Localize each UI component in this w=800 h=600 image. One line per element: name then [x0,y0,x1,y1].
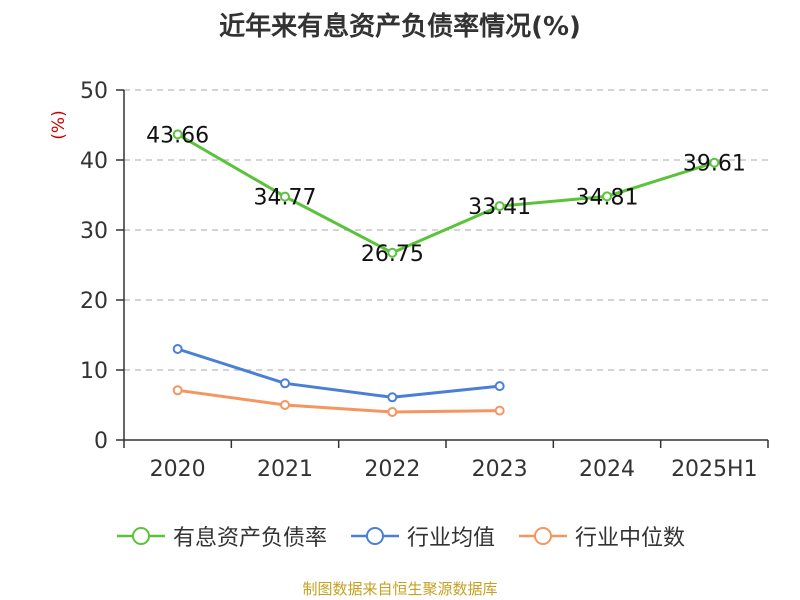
legend-label-series-1: 有息资产负债率 [172,526,327,551]
series-2-point [172,344,183,354]
x-tick-label: 2021 [257,457,313,482]
series-1-line [176,133,715,255]
series-3-point [387,407,398,417]
y-tick-label: 50 [80,79,108,104]
legend-item-series-3[interactable]: 行业中位数 [517,520,685,552]
y-axis-unit-label: (%) [49,110,69,139]
data-label: 39.61 [683,152,746,177]
legend-series-3-icon [519,527,567,545]
y-tick-label: 20 [80,289,108,314]
y-tick-label: 30 [80,219,108,244]
series-1-point [602,191,612,202]
legend-label-series-3: 行业中位数 [575,526,686,551]
x-tick-label: 2023 [472,457,528,482]
data-label: 34.77 [254,186,317,211]
y-tick-label: 0 [94,429,108,454]
series-2-point [494,381,505,392]
data-label: 34.81 [576,185,639,210]
series-3-point [172,385,183,396]
series-2-point [387,392,398,403]
series-lines [172,129,720,417]
series-3-point [494,405,505,416]
source-note: 制图数据来自恒生聚源数据库 [302,580,498,598]
series-1-point [709,157,720,168]
x-tick-label: 2020 [150,457,206,482]
series-1-point [280,191,290,202]
x-tick-label: 2022 [364,457,420,482]
series-2-point [280,378,290,389]
chart-title: 近年来有息资产负债率情况(%) [219,12,581,42]
legend-item-series-1[interactable]: 有息资产负债率 [115,520,327,552]
series-3-line [177,388,500,414]
series-1-point [494,201,505,212]
legend-label-series-2: 行业均值 [406,526,495,551]
legend-series-2-icon [350,527,399,545]
series-1-point [172,129,183,140]
y-tick-label: 40 [80,149,108,174]
data-label: 26.75 [361,242,424,267]
data-labels: 43.66 34.77 26.75 33.41 34.81 39.61 [146,123,746,266]
series-1-point [387,247,398,258]
data-label: 43.66 [146,123,209,148]
legend: 有息资产负债率 行业均值 行业中位数 [0,518,800,554]
x-tick-label: 2024 [579,457,635,482]
x-tick-label: 2025H1 [671,457,758,482]
y-tick-label: 10 [80,359,108,384]
data-label: 33.41 [468,195,531,220]
legend-item-series-2[interactable]: 行业均值 [349,520,495,552]
series-3-point [280,400,290,410]
axes: 0 10 20 30 40 50 2020 2021 2022 2023 2024 2025H1 (%) [49,79,769,482]
series-2-line [177,347,500,399]
legend-series-1-icon [116,527,165,545]
